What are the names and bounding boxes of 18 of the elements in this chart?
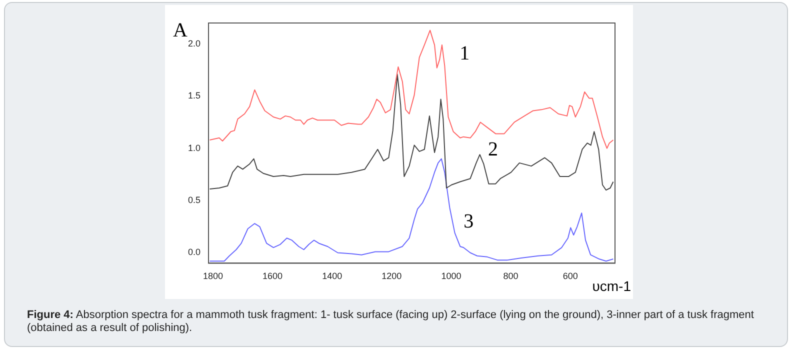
series-label: 3: [464, 210, 474, 233]
y-tick-label: 1.5: [188, 90, 201, 101]
x-tick-label: 1800: [202, 271, 223, 282]
series-label: 2: [488, 138, 498, 161]
x-tick-label: 1600: [262, 271, 283, 282]
x-tick-label: 1000: [441, 271, 462, 282]
y-tick-label: 2.0: [188, 38, 201, 48]
y-tick-label: 1.0: [188, 142, 201, 153]
x-tick-label: 1200: [382, 271, 402, 282]
y-tick-label: 0.5: [188, 195, 201, 206]
x-tick-label: 1400: [322, 271, 342, 282]
caption: Figure 4: Absorption spectra for a mammoth tusk fragment: 1- tusk surface (facing up) 2-surface (lying on the ground), 3-inner part of a tusk fragment (obtained as a result of polishing).: [27, 309, 755, 335]
y-tick-label: 0.0: [188, 247, 201, 258]
x-tick-label: 600: [562, 271, 578, 282]
x-axis-title: υcm-1: [592, 278, 632, 294]
x-tick-label: 800: [503, 271, 518, 282]
series-label: 1: [460, 42, 470, 64]
y-axis-title: A: [173, 19, 188, 42]
